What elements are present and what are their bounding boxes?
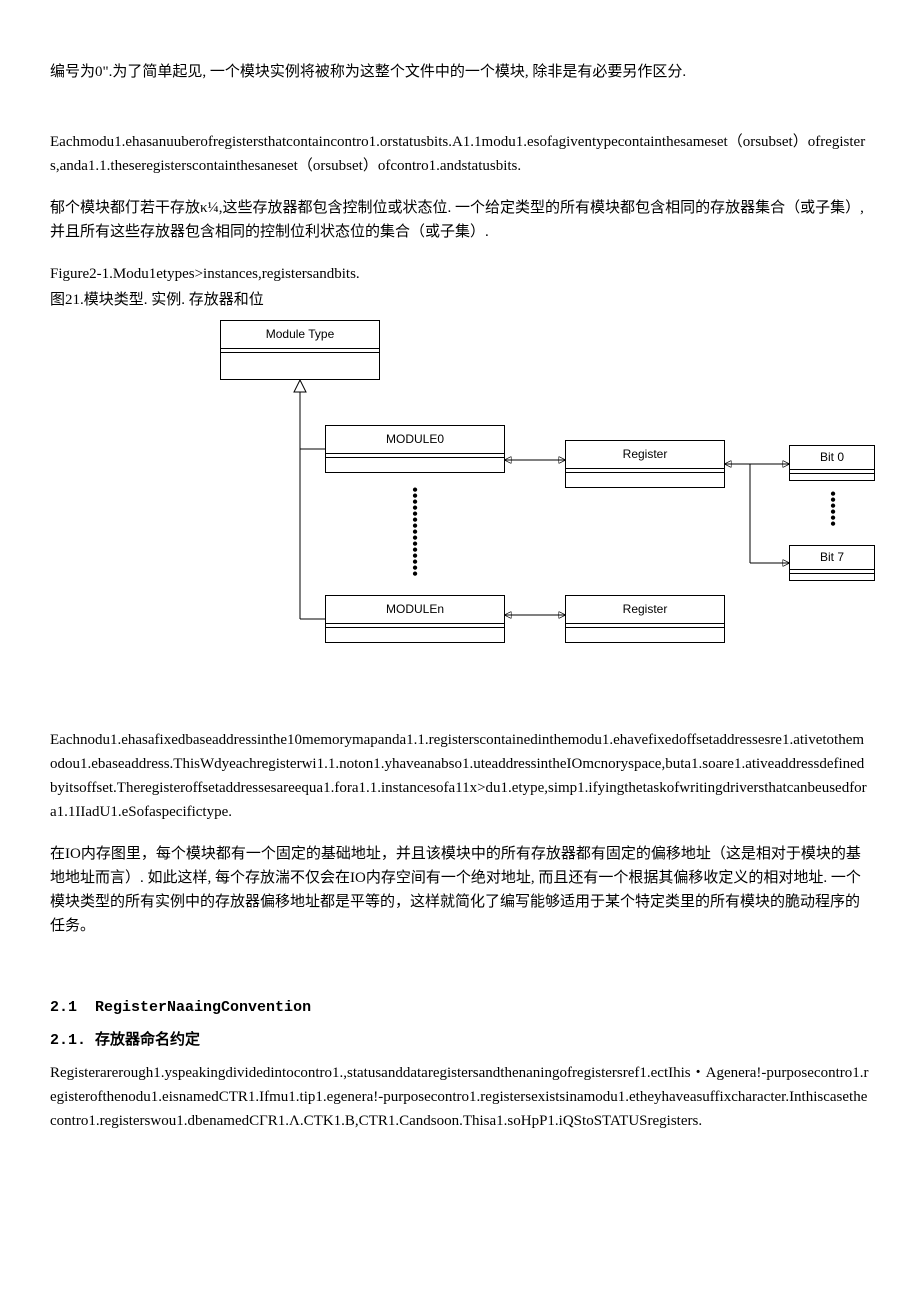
- box-module0: MODULE0: [325, 425, 505, 473]
- box-register-b: Register: [565, 595, 725, 643]
- box-bit7-label: Bit 7: [790, 546, 874, 570]
- paragraph-en-offset: Eachnodu1.ehasafixedbaseaddressinthe10me…: [50, 728, 870, 824]
- box-module-type-label: Module Type: [221, 321, 379, 349]
- paragraph-en-naming: Registerarerough1.yspeakingdividedintoco…: [50, 1061, 870, 1133]
- box-bit0-label: Bit 0: [790, 446, 874, 470]
- box-modulen-label: MODULEn: [326, 596, 504, 624]
- box-module0-label: MODULE0: [326, 426, 504, 454]
- box-modulen: MODULEn: [325, 595, 505, 643]
- paragraph-cn-offset: 在IO内存图里，每个模块都有一个固定的基础地址，并且该模块中的所有存放器都有固定…: [50, 842, 870, 938]
- box-module-type: Module Type: [220, 320, 380, 380]
- section-title-en: RegisterNaaingConvention: [95, 999, 311, 1016]
- section-heading-cn: 2.1. 存放器命名约定: [50, 1028, 870, 1053]
- section-number: 2.1: [50, 999, 77, 1016]
- paragraph-cn-registers: 郁个模块都仃若干存放κ¼,这些存放器都包含控制位或状态位. 一个给定类型的所有模…: [50, 196, 870, 244]
- vdots-modules: •••••••••••••••: [409, 488, 421, 578]
- paragraph-intro: 编号为0".为了简单起见, 一个模块实例将被称为这整个文件中的一个模块, 除非是…: [50, 60, 870, 84]
- box-register-a-label: Register: [566, 441, 724, 469]
- vdots-bits: ••••••: [827, 492, 839, 528]
- box-bit7: Bit 7: [789, 545, 875, 581]
- figure-diagram: Module Type MODULE0 MODULEn Register Reg…: [180, 320, 880, 700]
- section-title-cn: 存放器命名约定: [95, 1032, 200, 1048]
- figure-caption-cn: 图21.模块类型. 实例. 存放器和位: [50, 288, 870, 312]
- section-heading-en: 2.1 RegisterNaaingConvention: [50, 996, 870, 1020]
- section-number-2: 2.1.: [50, 1032, 86, 1049]
- box-register-a: Register: [565, 440, 725, 488]
- box-register-b-label: Register: [566, 596, 724, 624]
- paragraph-en-registers: Eachmodu1.ehasanuuberofregistersthatcont…: [50, 130, 870, 178]
- figure-caption-en: Figure2-1.Modu1etypes>instances,register…: [50, 262, 870, 286]
- box-bit0: Bit 0: [789, 445, 875, 481]
